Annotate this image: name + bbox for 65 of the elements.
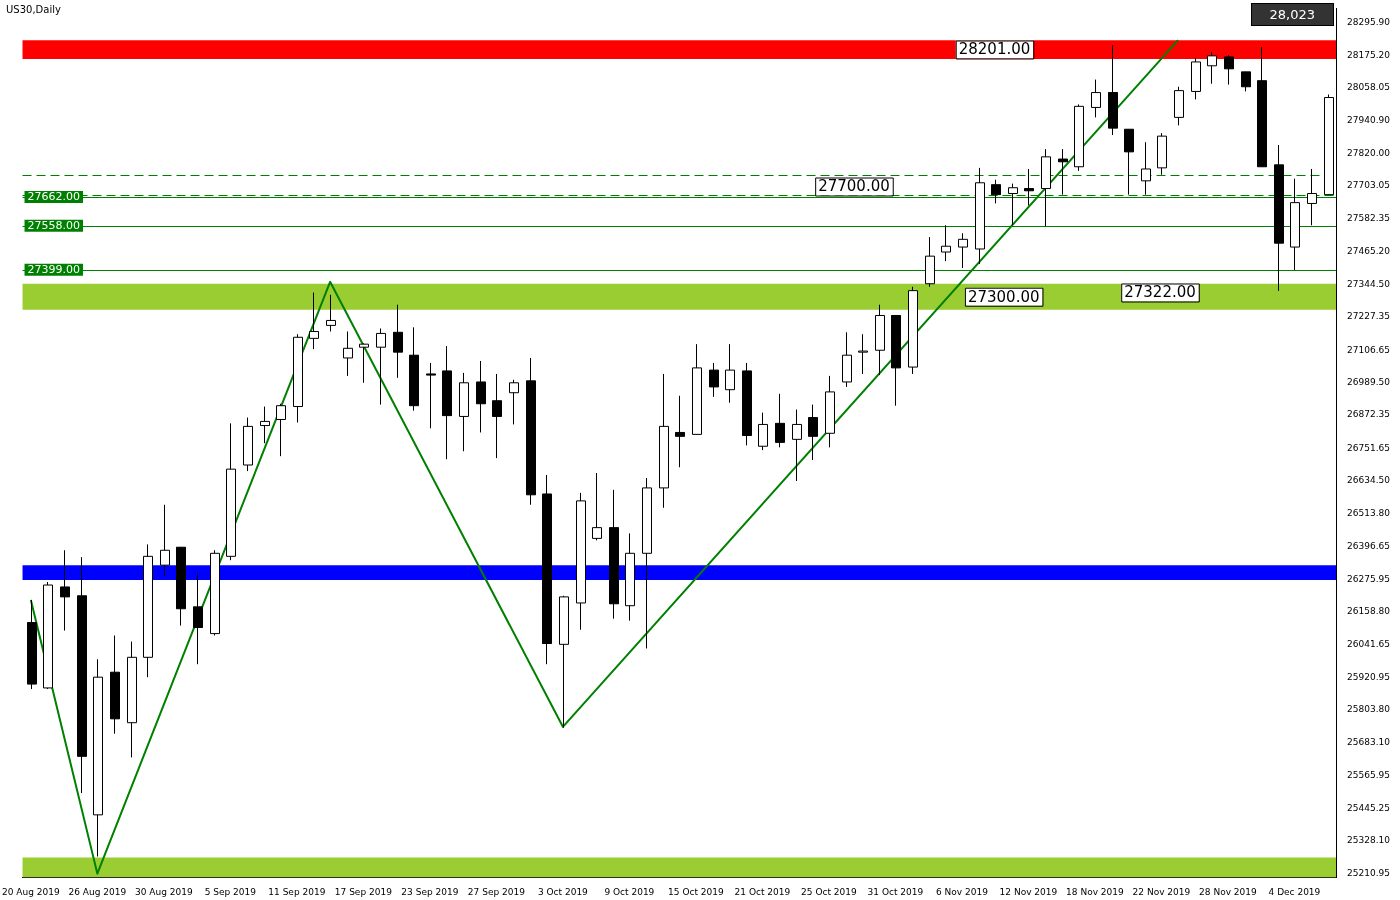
- y-tick-label: 26989.50: [1347, 377, 1391, 387]
- y-tick-label: 26041.65: [1347, 638, 1390, 649]
- candlestick: [492, 373, 502, 459]
- x-tick-label: 4 Dec 2019: [1268, 886, 1321, 897]
- x-tick-label: 17 Sep 2019: [334, 886, 393, 897]
- y-tick-label: 25683.10: [1347, 737, 1391, 748]
- x-tick-label: 15 Oct 2019: [668, 886, 724, 897]
- y-tick-label: 25565.95: [1347, 769, 1390, 780]
- x-tick-label: 12 Nov 2019: [999, 886, 1058, 897]
- y-tick-label: 25210.95: [1347, 867, 1390, 878]
- x-tick-label: 25 Oct 2019: [801, 886, 857, 897]
- y-tick-label: 27940.90: [1347, 114, 1391, 125]
- y-tick-label: 26158.80: [1347, 606, 1391, 617]
- x-tick-label: 6 Nov 2019: [935, 886, 989, 897]
- y-tick-label: 27344.50: [1347, 279, 1391, 290]
- x-tick-label: 5 Sep 2019: [204, 886, 257, 897]
- y-tick-label: 27582.35: [1347, 213, 1390, 224]
- band-label: 27300.00: [967, 287, 1040, 306]
- x-tick-label: 3 Oct 2019: [537, 886, 589, 897]
- band-label: 28201.00: [958, 40, 1031, 59]
- x-tick-label: 28 Nov 2019: [1199, 886, 1258, 897]
- y-tick-label: 27820.00: [1347, 147, 1391, 158]
- annotation: 27322.00: [1124, 283, 1196, 302]
- x-tick-label: 30 Aug 2019: [135, 886, 193, 897]
- y-tick-label: 26634.50: [1347, 474, 1391, 485]
- annotation: 28,023: [1250, 3, 1334, 26]
- y-tick-label: 28295.90: [1347, 16, 1391, 27]
- y-tick-label: 26396.65: [1347, 540, 1390, 551]
- y-tick-label: 25920.95: [1347, 671, 1390, 682]
- chart-title: US30,Daily: [6, 4, 61, 15]
- candlestick: [276, 403, 286, 457]
- x-tick-label: 21 Oct 2019: [734, 886, 791, 897]
- y-tick-label: 26275.95: [1347, 573, 1390, 584]
- x-tick-label: 18 Nov 2019: [1066, 886, 1125, 897]
- y-tick-label: 26872.35: [1347, 409, 1390, 420]
- y-tick-label: 27703.05: [1347, 180, 1390, 191]
- y-tick-label: 28058.05: [1347, 82, 1390, 93]
- y-tick-label: 26751.65: [1347, 442, 1390, 453]
- y-tick-label: 27465.20: [1347, 245, 1391, 256]
- y-tick-label: 25328.10: [1347, 835, 1391, 846]
- x-tick-label: 23 Sep 2019: [401, 886, 459, 897]
- ref-line-label: 27558.00: [27, 218, 81, 232]
- annotation: 27700.00: [818, 177, 890, 196]
- ref-line-label: 27399.00: [27, 262, 81, 276]
- y-tick-label: 27106.65: [1347, 344, 1390, 355]
- y-tick-label: 28175.20: [1347, 49, 1391, 60]
- y-tick-label: 27227.35: [1347, 311, 1390, 322]
- candlestick: [808, 404, 818, 461]
- candlestick: [1091, 79, 1101, 118]
- x-tick-label: 31 Oct 2019: [867, 886, 924, 897]
- candlestick: [592, 472, 602, 541]
- x-tick-label: 27 Sep 2019: [467, 886, 526, 897]
- x-tick-label: 11 Sep 2019: [268, 886, 326, 897]
- y-tick-label: 26513.80: [1347, 508, 1391, 519]
- candlestick: [1307, 168, 1317, 226]
- y-tick-label: 25445.25: [1347, 803, 1390, 814]
- x-tick-label: 20 Aug 2019: [2, 886, 60, 897]
- ref-line-label: 27662.00: [27, 189, 81, 203]
- x-tick-label: 22 Nov 2019: [1132, 886, 1191, 897]
- candlestick: [193, 572, 203, 665]
- y-tick-label: 25803.80: [1347, 704, 1391, 715]
- candlestick: [309, 292, 319, 350]
- x-tick-label: 26 Aug 2019: [68, 886, 127, 897]
- x-tick-label: 9 Oct 2019: [604, 886, 655, 897]
- candlestick: [426, 362, 436, 429]
